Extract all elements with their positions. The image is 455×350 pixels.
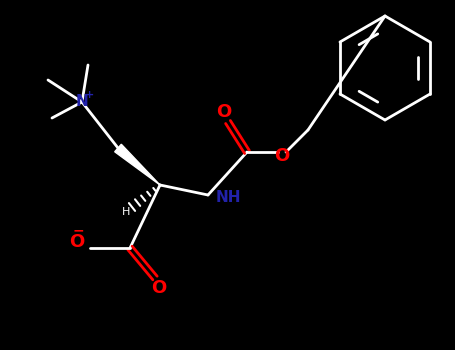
- Text: N: N: [76, 94, 88, 110]
- Text: O: O: [69, 233, 84, 251]
- Text: −: −: [72, 223, 84, 237]
- Text: O: O: [217, 103, 232, 121]
- Text: O: O: [274, 147, 290, 165]
- Text: O: O: [152, 279, 167, 297]
- Polygon shape: [115, 144, 160, 185]
- Text: H: H: [122, 207, 130, 217]
- Text: +: +: [84, 90, 94, 100]
- Text: NH: NH: [216, 189, 242, 204]
